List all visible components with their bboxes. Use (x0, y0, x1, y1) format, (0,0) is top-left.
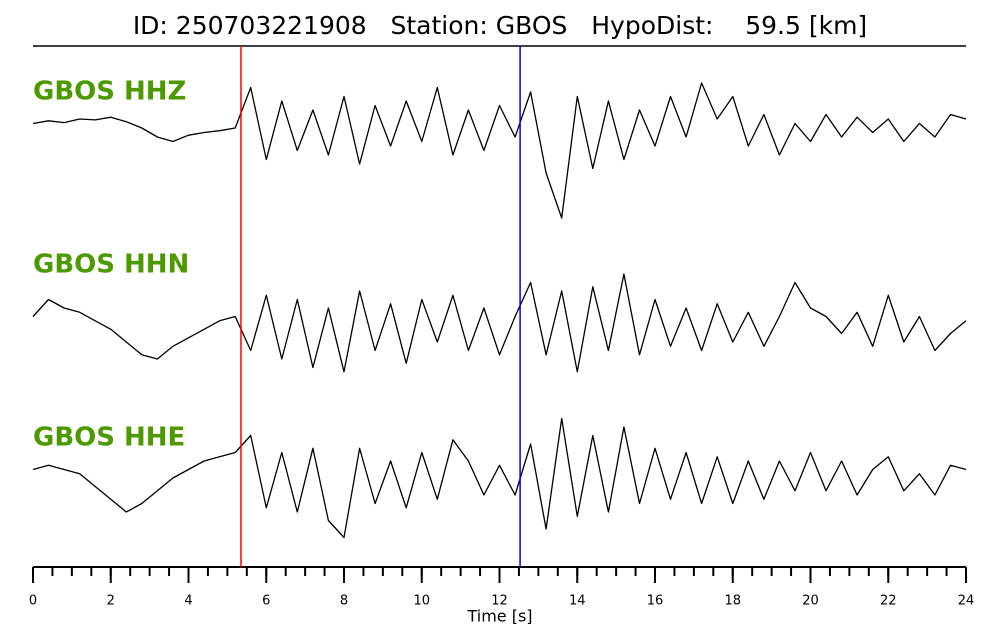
chart-title: ID: 250703221908 Station: GBOS HypoDist:… (133, 11, 867, 40)
x-tick-label: 16 (647, 594, 664, 609)
x-tick-label: 10 (413, 594, 430, 609)
trace (32, 82, 967, 219)
x-tick-label: 22 (880, 594, 897, 609)
trace (32, 273, 967, 373)
x-tick-label: 18 (724, 594, 741, 609)
x-tick-label: 24 (958, 594, 975, 609)
x-tick-label: 12 (491, 594, 508, 609)
x-tick-label: 8 (340, 594, 348, 609)
x-tick-label: 6 (262, 594, 270, 609)
x-tick-label: 2 (107, 594, 115, 609)
x-tick-label: 14 (569, 594, 586, 609)
trace (32, 417, 967, 539)
trace-label: GBOS HHZ (33, 77, 186, 107)
x-tick-label: 0 (29, 594, 37, 609)
x-axis-label: Time [s] (466, 607, 532, 626)
trace-label: GBOS HHN (33, 250, 189, 280)
x-tick-label: 20 (802, 594, 819, 609)
x-tick-label: 4 (184, 594, 192, 609)
trace-label: GBOS HHE (33, 423, 185, 453)
